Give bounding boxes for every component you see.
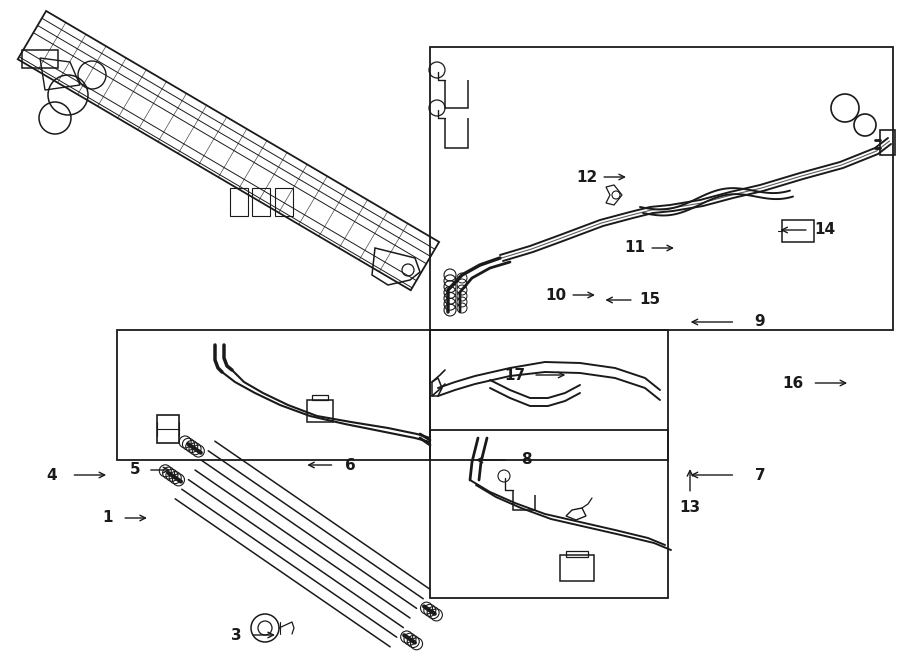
Text: 1: 1: [103, 510, 113, 525]
Bar: [430, 47, 893, 330]
Text: 14: 14: [814, 223, 835, 237]
Text: 11: 11: [625, 241, 645, 256]
Bar: [230, 188, 248, 216]
Text: 10: 10: [545, 288, 567, 303]
Text: 3: 3: [230, 627, 241, 642]
Bar: [312, 395, 328, 400]
Text: 12: 12: [576, 169, 598, 184]
Bar: [560, 555, 594, 581]
Bar: [117, 330, 430, 460]
Bar: [566, 551, 588, 557]
Bar: [430, 430, 668, 598]
Bar: [275, 188, 293, 216]
Bar: [782, 220, 814, 242]
Text: 8: 8: [521, 453, 531, 467]
Text: 13: 13: [680, 500, 700, 516]
Text: 4: 4: [47, 467, 58, 483]
Bar: [430, 330, 668, 460]
Text: 5: 5: [130, 463, 140, 477]
Bar: [252, 188, 270, 216]
Text: 7: 7: [755, 467, 765, 483]
Text: 17: 17: [504, 368, 526, 383]
Text: 15: 15: [639, 293, 661, 307]
Bar: [307, 400, 333, 422]
Text: 6: 6: [345, 457, 356, 473]
Text: 9: 9: [755, 315, 765, 329]
Bar: [157, 415, 179, 443]
Text: 16: 16: [782, 375, 804, 391]
